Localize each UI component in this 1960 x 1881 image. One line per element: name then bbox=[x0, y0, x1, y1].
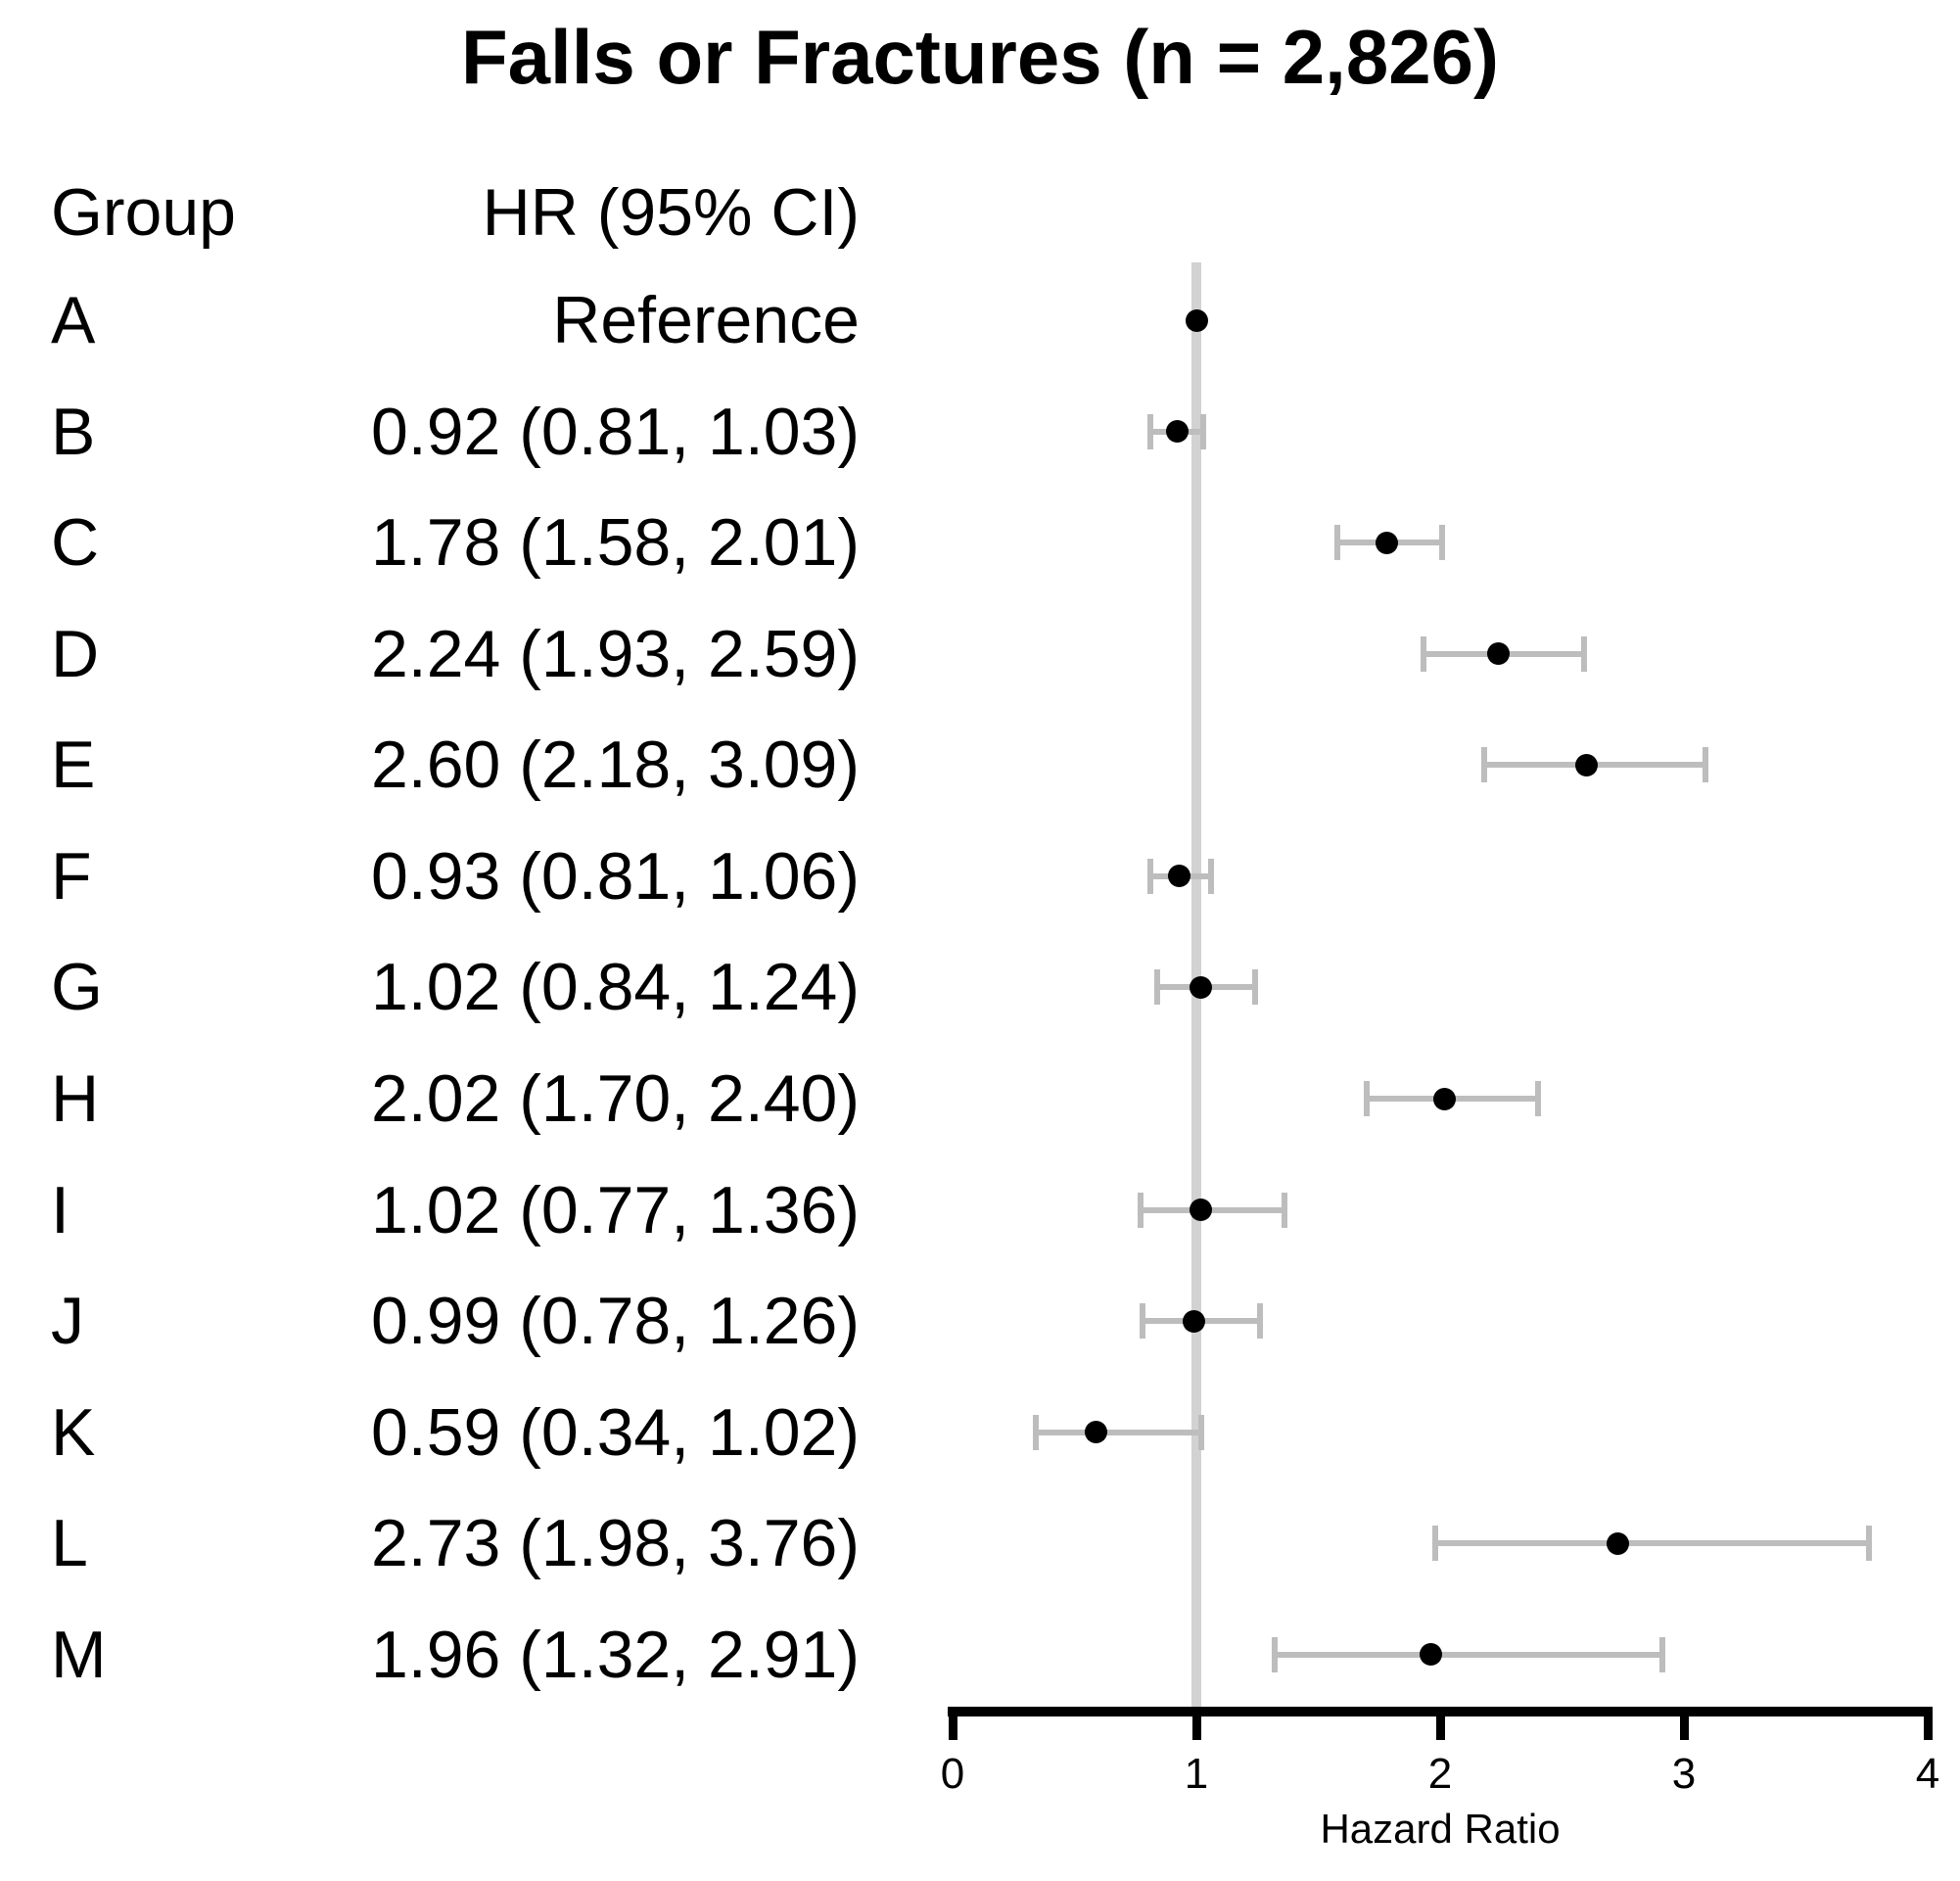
ci-cap-right bbox=[1251, 969, 1258, 1006]
row-group-label: C bbox=[51, 505, 100, 581]
ci-cap-left bbox=[1137, 1192, 1143, 1228]
row-group-label: J bbox=[51, 1284, 84, 1359]
point-estimate-dot bbox=[1190, 975, 1213, 999]
row-hr-value: 2.24 (1.93, 2.59) bbox=[370, 616, 860, 691]
ci-cap-left bbox=[1146, 413, 1153, 449]
point-estimate-dot bbox=[1190, 1199, 1213, 1222]
column-header-hr: HR (95% CI) bbox=[482, 175, 860, 250]
ci-cap-left bbox=[1140, 1303, 1146, 1340]
x-axis-tick-label: 1 bbox=[1184, 1750, 1209, 1798]
ci-cap-right bbox=[1256, 1303, 1263, 1340]
ci-cap-left bbox=[1032, 1414, 1039, 1450]
row-group-label: I bbox=[51, 1172, 70, 1247]
ci-cap-right bbox=[1200, 413, 1207, 449]
x-axis-tick bbox=[1191, 1709, 1201, 1740]
x-axis-tick bbox=[1923, 1709, 1933, 1740]
row-group-label: D bbox=[51, 616, 100, 691]
row-group-label: E bbox=[51, 728, 96, 803]
ci-cap-left bbox=[1271, 1636, 1278, 1672]
ci-cap-right bbox=[1580, 635, 1587, 672]
row-hr-value: 1.78 (1.58, 2.01) bbox=[370, 505, 860, 581]
row-hr-value: 2.73 (1.98, 3.76) bbox=[370, 1506, 860, 1581]
row-group-label: L bbox=[51, 1506, 88, 1581]
row-hr-value: 0.59 (0.34, 1.02) bbox=[370, 1394, 860, 1470]
row-hr-value: 2.02 (1.70, 2.40) bbox=[370, 1061, 860, 1137]
ci-cap-right bbox=[1439, 525, 1446, 561]
ci-cap-right bbox=[1866, 1526, 1873, 1562]
row-group-label: F bbox=[51, 838, 92, 914]
x-axis-tick-label: 0 bbox=[940, 1750, 965, 1798]
ci-cap-right bbox=[1703, 747, 1709, 783]
ci-cap-left bbox=[1480, 747, 1487, 783]
row-group-label: G bbox=[51, 950, 103, 1025]
ci-cap-right bbox=[1658, 1636, 1665, 1672]
row-group-label: M bbox=[51, 1617, 107, 1692]
ci-bar bbox=[1140, 1206, 1284, 1213]
x-axis-tick bbox=[1435, 1709, 1445, 1740]
x-axis-tick-label: 3 bbox=[1671, 1750, 1697, 1798]
row-group-label: H bbox=[51, 1061, 100, 1137]
point-estimate-dot bbox=[1487, 642, 1511, 666]
ci-cap-right bbox=[1281, 1192, 1287, 1228]
ci-cap-left bbox=[1432, 1526, 1439, 1562]
row-group-label: B bbox=[51, 394, 96, 469]
row-hr-value: 1.02 (0.84, 1.24) bbox=[370, 950, 860, 1025]
ci-bar bbox=[1274, 1651, 1662, 1658]
ci-cap-right bbox=[1197, 1414, 1204, 1450]
ci-cap-right bbox=[1207, 858, 1214, 894]
x-axis-tick-label: 4 bbox=[1915, 1750, 1940, 1798]
ci-bar bbox=[1435, 1540, 1870, 1547]
point-estimate-dot bbox=[1085, 1421, 1108, 1444]
row-hr-value: 0.99 (0.78, 1.26) bbox=[370, 1284, 860, 1359]
point-estimate-dot bbox=[1375, 531, 1398, 554]
x-axis-tick bbox=[1679, 1709, 1689, 1740]
chart-title: Falls or Fractures (n = 2,826) bbox=[461, 14, 1499, 100]
row-hr-value: Reference bbox=[552, 283, 860, 357]
point-estimate-dot bbox=[1607, 1531, 1630, 1555]
ci-cap-left bbox=[1146, 858, 1153, 894]
point-estimate-dot bbox=[1574, 753, 1598, 776]
point-estimate-dot bbox=[1419, 1643, 1442, 1667]
point-estimate-dot bbox=[1168, 865, 1191, 888]
row-group-label: K bbox=[51, 1394, 96, 1470]
column-header-group: Group bbox=[51, 175, 236, 250]
x-axis-tick bbox=[948, 1709, 957, 1740]
row-hr-value: 1.96 (1.32, 2.91) bbox=[370, 1617, 860, 1692]
row-hr-value: 2.60 (2.18, 3.09) bbox=[370, 728, 860, 803]
ci-bar bbox=[1035, 1429, 1201, 1435]
point-estimate-dot bbox=[1433, 1087, 1457, 1110]
point-estimate-dot bbox=[1185, 308, 1208, 332]
row-group-label: A bbox=[51, 283, 96, 357]
point-estimate-dot bbox=[1183, 1309, 1205, 1333]
ci-cap-left bbox=[1334, 525, 1341, 561]
x-axis-tick-label: 2 bbox=[1427, 1750, 1453, 1798]
row-hr-value: 1.02 (0.77, 1.36) bbox=[370, 1172, 860, 1247]
x-axis-title: Hazard Ratio bbox=[1320, 1806, 1561, 1852]
ci-cap-left bbox=[1420, 635, 1426, 672]
row-hr-value: 0.93 (0.81, 1.06) bbox=[370, 838, 860, 914]
ci-cap-left bbox=[1154, 969, 1161, 1006]
ci-cap-left bbox=[1364, 1081, 1371, 1117]
point-estimate-dot bbox=[1165, 420, 1189, 444]
row-hr-value: 0.92 (0.81, 1.03) bbox=[370, 394, 860, 469]
ci-cap-right bbox=[1534, 1081, 1541, 1117]
